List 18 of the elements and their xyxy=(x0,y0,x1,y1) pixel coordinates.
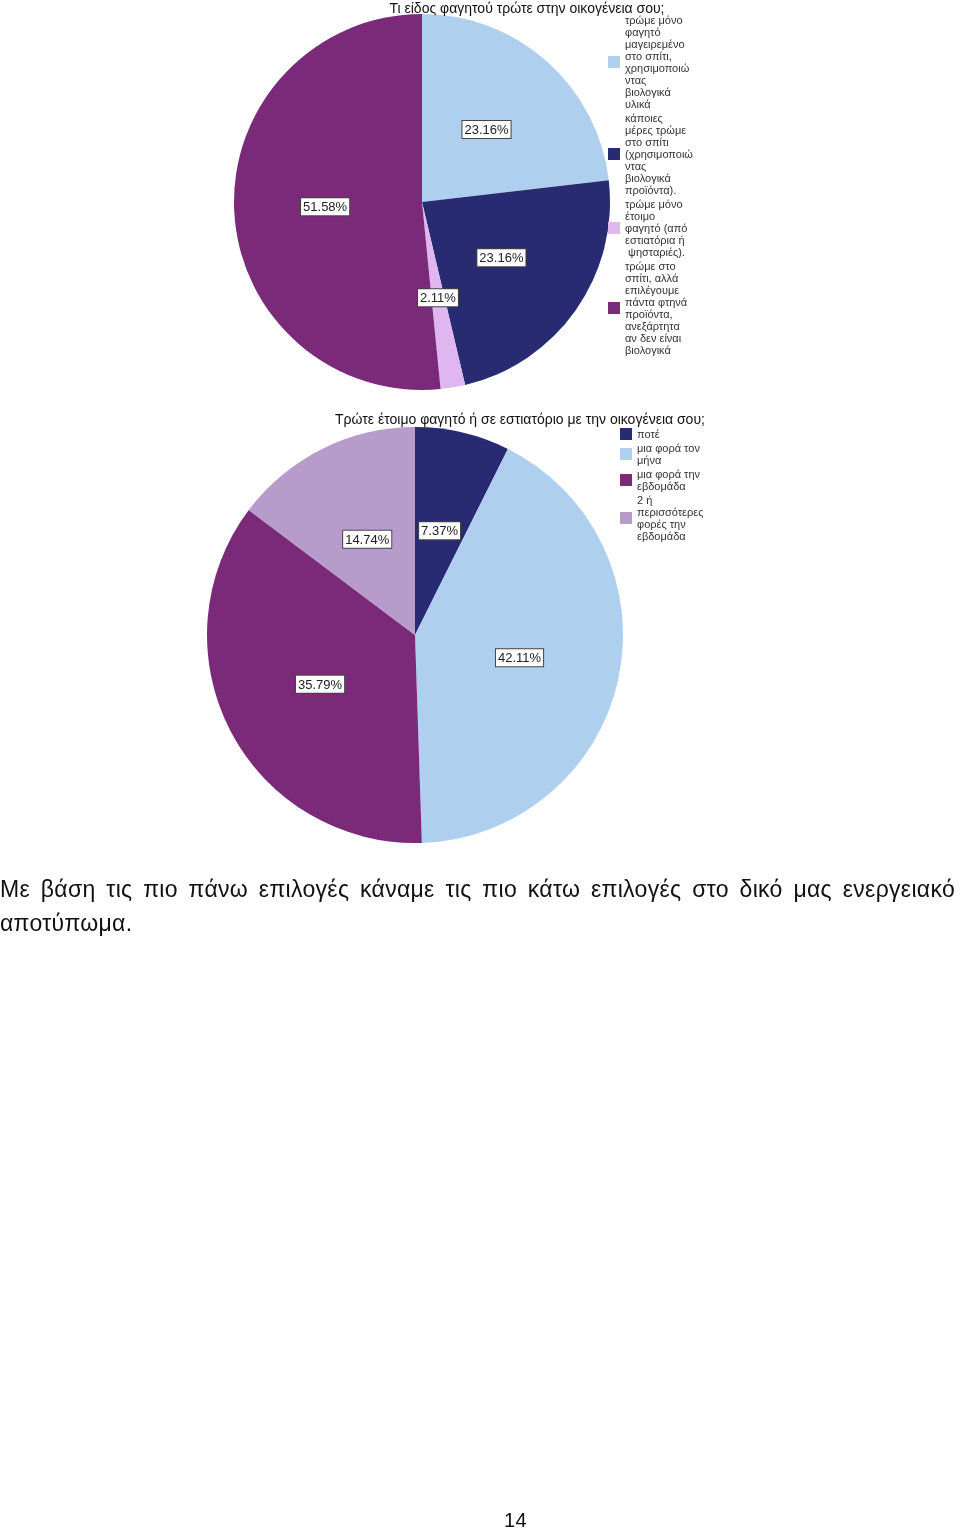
data-label: 42.11% xyxy=(497,650,542,666)
text: 14 xyxy=(503,1508,528,1528)
legend-label: μια φορά την εβδομάδα xyxy=(637,468,704,492)
data-label: 2.11% xyxy=(420,290,457,306)
text: Με βάση τις πιο πάνω επιλογές κάναμε τις πιο κάτω επιλογές στο δικό μας ενεργειακό αποτύπωμα. xyxy=(0,875,955,938)
legend-label: ποτέ xyxy=(637,428,660,440)
legend-label: τρώμε στο σπίτι, αλλά επιλέγουμε πάντα φτηνά προϊόντα, ανεξάρτητα αν δεν είναι βιολογικά xyxy=(625,260,691,356)
chart-title: Τρώτε έτοιμο φαγητό ή σε εστιατόριο με την οικογένεια σου; xyxy=(335,411,705,427)
data-label: 14.74% xyxy=(345,531,390,547)
data-label: 23.16% xyxy=(479,250,524,266)
data-label: 23.16% xyxy=(464,122,509,138)
legend-label: κάποιες μέρες τρώμε στο σπίτι (χρησιμοποιώντας βιολογικά προϊόντα). xyxy=(625,112,694,196)
legend-label: 2 ή περισσότερες φορές την εβδομάδα xyxy=(637,494,707,542)
data-label: 35.79% xyxy=(298,676,343,692)
legend-label: τρώμε μόνο έτοιμο φαγητό (από εστιατόρια ή ψησταριές). xyxy=(625,198,691,258)
chart-title: Τι είδος φαγητού τρώτε στην οικογένεια σου; xyxy=(389,0,665,16)
data-label: 7.37% xyxy=(421,523,459,539)
data-label: 51.58% xyxy=(303,199,348,215)
